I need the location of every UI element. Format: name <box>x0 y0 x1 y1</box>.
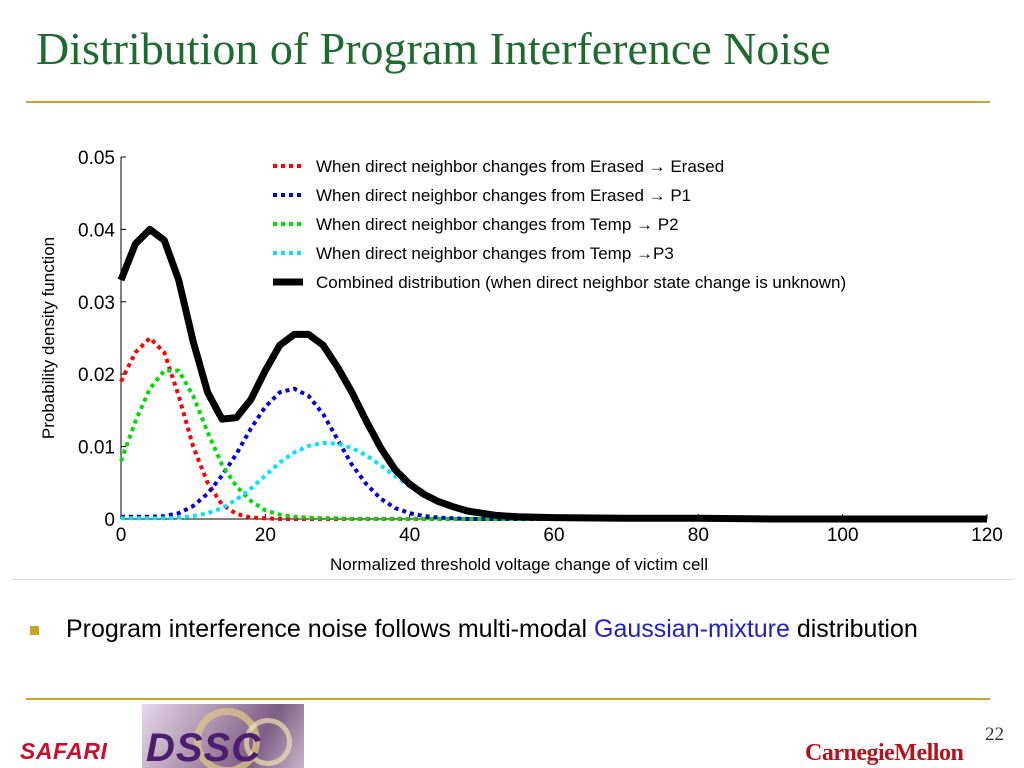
x-tick-label: 60 <box>543 525 564 546</box>
y-tick-label: 0.05 <box>78 148 115 169</box>
bullet-highlight: Gaussian-mixture <box>594 615 790 643</box>
page-number: 22 <box>985 724 1004 745</box>
pdf-chart: 0 20 40 60 80 100 120 0 0.01 0.02 0.03 0.04 0.05 Norm… <box>39 148 1003 574</box>
bullet-text-end: distribution <box>789 615 918 643</box>
safari-logo: SAFARI <box>20 738 108 764</box>
series-line-5 <box>117 225 987 523</box>
x-tick-label: 20 <box>255 525 276 546</box>
chart-separator <box>12 579 1014 580</box>
slide-title: Distribution of Program Interference Noi… <box>36 23 831 74</box>
dssc-logo-text: DSSC <box>146 726 262 768</box>
bullet-text: Program interference noise follows multi… <box>66 612 926 646</box>
dssc-logo: DSSC <box>142 704 304 768</box>
legend-label-2: When direct neighbor changes from Erased… <box>316 186 691 205</box>
y-tick-label: 0.02 <box>78 365 115 386</box>
bullet-text-start: Program interference noise follows multi… <box>66 615 594 643</box>
series-line-3 <box>119 368 987 521</box>
legend-label-5: Combined distribution (when direct neigh… <box>316 273 846 292</box>
y-axis-label: Probability density function <box>39 237 58 439</box>
title-underline <box>26 101 990 103</box>
x-tick-label: 120 <box>971 525 1003 546</box>
legend-label-1: When direct neighbor changes from Erased… <box>316 157 724 176</box>
legend-label-4: When direct neighbor changes from Temp →… <box>316 244 674 263</box>
footer-rule <box>26 698 990 700</box>
x-axis-label: Normalized threshold voltage change of v… <box>330 555 708 574</box>
y-tick-label: 0.03 <box>78 293 115 314</box>
y-tick-label: 0 <box>104 510 115 531</box>
series-line-4 <box>121 441 987 521</box>
legend-label-3: When direct neighbor changes from Temp →… <box>316 215 679 234</box>
x-tick-label: 40 <box>399 525 420 546</box>
bullet-marker <box>30 626 39 635</box>
x-tick-label: 100 <box>827 525 859 546</box>
x-tick-label: 80 <box>688 525 709 546</box>
y-tick-label: 0.01 <box>78 438 115 459</box>
carnegie-mellon-logo: CarnegieMellon <box>805 740 964 766</box>
dssc-logo-ring-small <box>244 718 292 766</box>
y-tick-label: 0.04 <box>78 220 115 241</box>
x-tick-label: 0 <box>116 525 127 546</box>
